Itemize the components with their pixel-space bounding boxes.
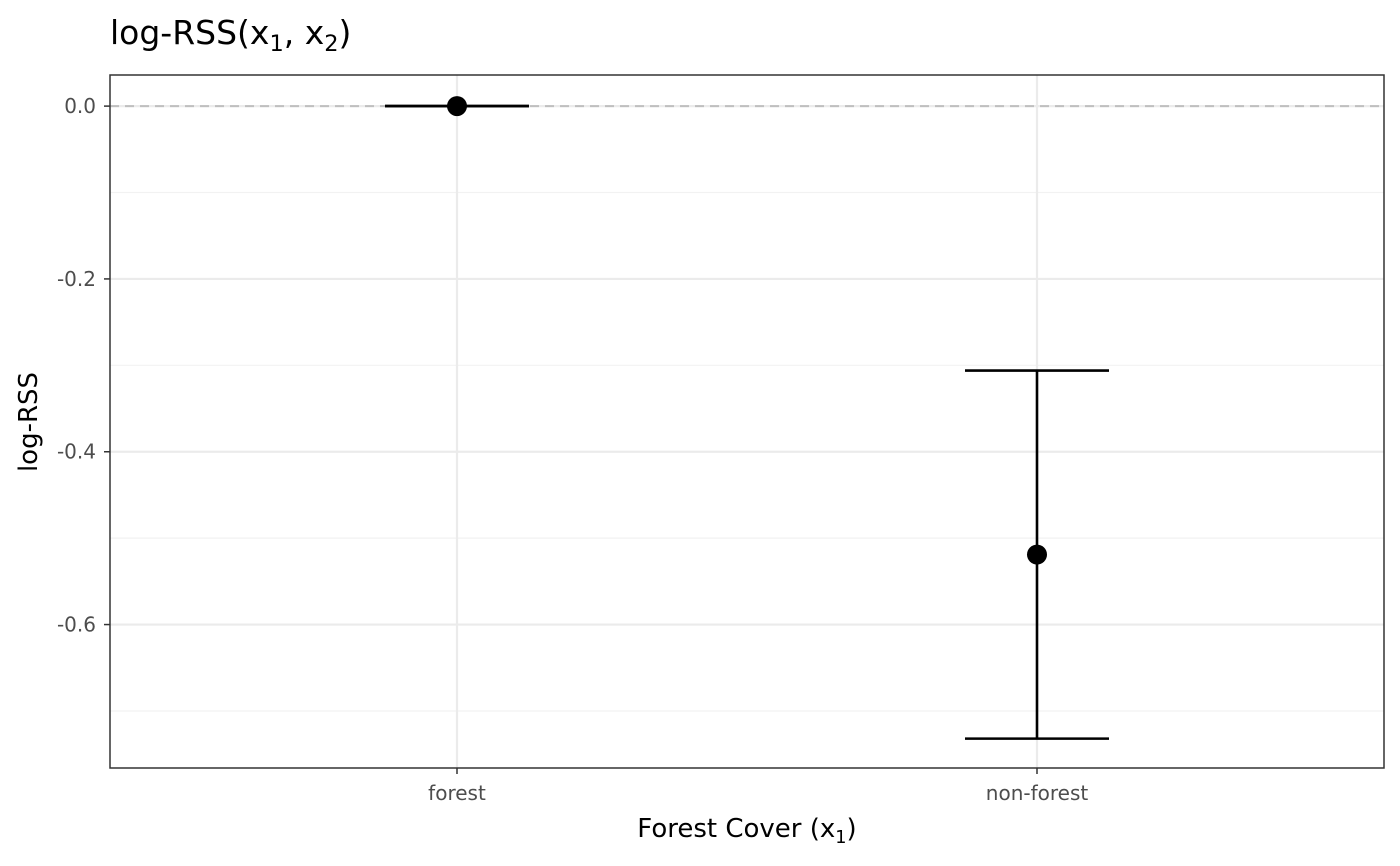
x-tick-label: non-forest bbox=[986, 781, 1089, 805]
minor-gridlines bbox=[110, 191, 1384, 712]
data-point-non-forest bbox=[1027, 544, 1047, 565]
y-axis-title: log-RSS bbox=[14, 372, 44, 472]
y-tick-label: 0.0 bbox=[64, 94, 96, 118]
y-axis: 0.0 -0.2 -0.4 -0.6 bbox=[57, 94, 110, 637]
y-tick-label: -0.6 bbox=[57, 613, 96, 637]
chart-title: log-RSS(x1, x2) bbox=[110, 13, 351, 57]
data-point-forest bbox=[447, 96, 467, 117]
x-tick-label: forest bbox=[428, 781, 486, 805]
panel-border bbox=[109, 74, 1385, 769]
x-axis-title: Forest Cover (x1) bbox=[637, 814, 856, 848]
y-tick-label: -0.2 bbox=[57, 267, 96, 291]
major-gridlines bbox=[110, 75, 1384, 768]
y-tick-label: -0.4 bbox=[57, 440, 96, 464]
x-axis: forest non-forest bbox=[428, 768, 1088, 805]
data-marks bbox=[385, 96, 1109, 740]
